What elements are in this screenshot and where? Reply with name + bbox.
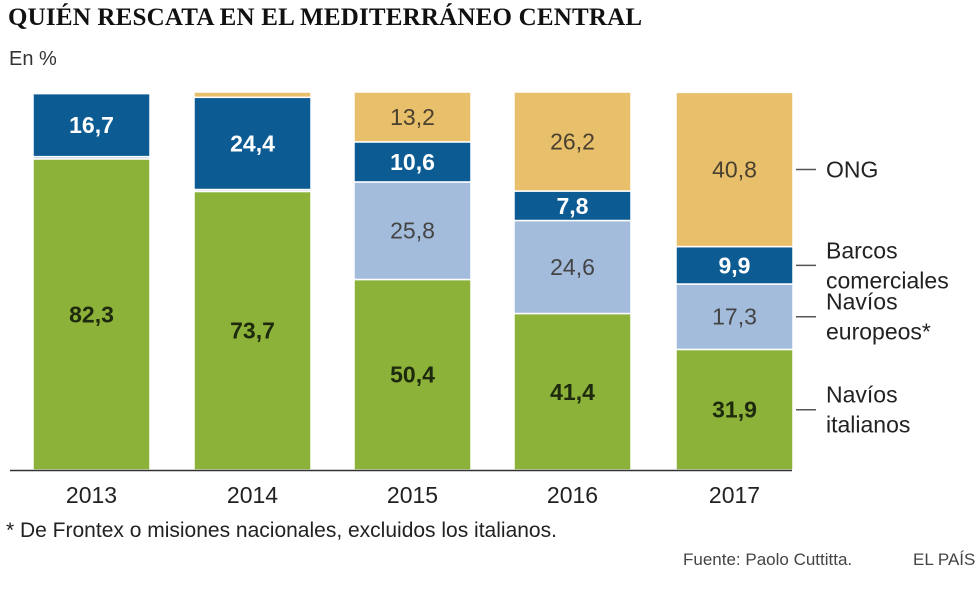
chart-unit-label: En % xyxy=(9,48,57,70)
footnote: * De Frontex o misiones nacionales, excl… xyxy=(6,519,557,542)
x-tick-label-2015: 2015 xyxy=(387,482,438,508)
data-label-navios-italianos-2017: 31,9 xyxy=(712,397,757,423)
x-tick-label-2013: 2013 xyxy=(66,482,117,508)
data-label-ong-2015: 13,2 xyxy=(390,104,435,130)
data-label-ong-2017: 40,8 xyxy=(712,156,757,182)
bar-segment-barcos-comerciales-2013 xyxy=(32,92,151,158)
data-label-barcos-comerciales-2017: 9,9 xyxy=(719,252,751,278)
bar-segment-ong-2014 xyxy=(193,91,312,99)
chart-title: QUIÉN RESCATA EN EL MEDITERRÁNEO CENTRAL xyxy=(8,4,643,31)
data-label-barcos-comerciales-2015: 10,6 xyxy=(390,149,435,175)
legend-label-navios-europeos: Navíos europeos* xyxy=(826,289,931,345)
x-tick-label-2017: 2017 xyxy=(709,482,760,508)
bar-segment-ong-2015 xyxy=(353,91,472,143)
bar-segment-navios-italianos-2014 xyxy=(193,190,312,471)
data-label-ong-2016: 26,2 xyxy=(550,129,595,155)
data-label-navios-europeos-2016: 24,6 xyxy=(550,254,595,280)
publisher-brand: EL PAÍS xyxy=(913,550,976,569)
data-label-barcos-comerciales-2014: 24,4 xyxy=(230,130,275,156)
bar-segment-navios-italianos-2015 xyxy=(353,278,472,471)
x-tick-label-2016: 2016 xyxy=(547,482,598,508)
bar-segment-ong-2016 xyxy=(513,91,632,192)
data-label-barcos-comerciales-2016: 7,8 xyxy=(557,193,589,219)
bar-segment-navios-europeos-2016 xyxy=(513,219,632,315)
data-label-barcos-comerciales-2013: 16,7 xyxy=(69,112,114,138)
bar-segment-barcos-comerciales-2016 xyxy=(513,190,632,222)
x-tick-label-2014: 2014 xyxy=(227,482,278,508)
data-label-navios-europeos-2017: 17,3 xyxy=(712,304,757,330)
legend-label-barcos-comerciales: Barcos comerciales xyxy=(826,237,949,293)
source-credit: Fuente: Paolo Cuttitta. xyxy=(683,550,853,569)
data-label-navios-italianos-2016: 41,4 xyxy=(550,379,595,405)
data-label-navios-italianos-2015: 50,4 xyxy=(390,362,435,388)
bar-segment-ong-2017 xyxy=(675,91,794,248)
bar-segment-barcos-comerciales-2014 xyxy=(193,96,312,191)
data-label-navios-italianos-2014: 73,7 xyxy=(230,318,275,344)
legend-label-navios-italianos: Navíos italianos xyxy=(826,382,910,438)
data-label-navios-europeos-2015: 25,8 xyxy=(390,218,435,244)
legend-label-ong: ONG xyxy=(826,156,878,182)
bar-segment-ong-2013 xyxy=(32,91,151,95)
bar-segment-navios-italianos-2013 xyxy=(32,158,151,471)
data-label-navios-italianos-2013: 82,3 xyxy=(69,301,114,327)
